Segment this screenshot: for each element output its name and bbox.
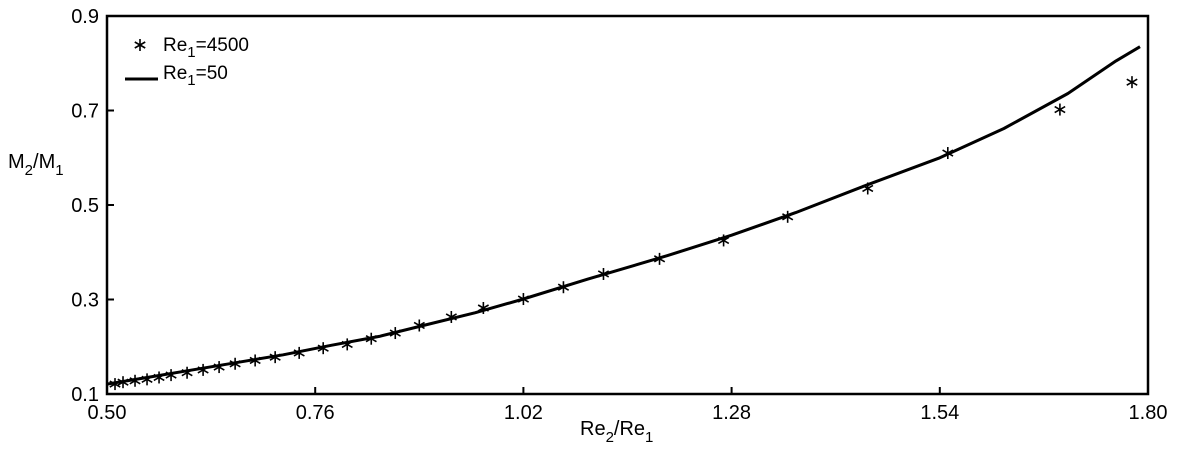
- data-point-re1-4500: [117, 376, 129, 389]
- data-point-re1-4500: [141, 373, 153, 386]
- data-point-re1-4500: [197, 363, 209, 376]
- data-point-re1-4500: [597, 267, 610, 280]
- asterisk-stroke: [557, 283, 570, 291]
- axis-ticks: 0.50 0.76 1.02 1.28 1.54 1.80 0.1 0.3 0.5 0.7 0.9: [71, 6, 1167, 424]
- x-tick-label: 1.28: [712, 402, 751, 424]
- legend-marker-asterisk: [134, 39, 146, 51]
- plot-area: [105, 14, 1150, 396]
- asterisk-stroke: [782, 213, 794, 221]
- y-tick-label: 0.5: [71, 195, 99, 217]
- y-axis-title: M2/M1: [8, 151, 64, 179]
- data-point-re1-4500: [181, 366, 193, 379]
- asterisk-stroke: [717, 236, 730, 245]
- data-point-re1-4500: [165, 369, 177, 382]
- asterisk-stroke: [942, 149, 954, 157]
- series-line-group: [106, 45, 1141, 386]
- data-point-re1-4500: [229, 357, 241, 370]
- asterisk-stroke: [653, 255, 666, 263]
- asterisk-stroke: [153, 373, 165, 382]
- data-point-re1-4500: [213, 361, 225, 374]
- data-point-re1-4500: [477, 302, 489, 315]
- asterisk-stroke: [517, 295, 530, 303]
- asterisk-stroke: [477, 304, 489, 312]
- y-tick-label: 0.9: [71, 6, 99, 28]
- data-point-re1-4500: [517, 293, 530, 306]
- legend-label-line: Re1=50: [163, 63, 228, 89]
- data-point-re1-4500: [1054, 103, 1066, 116]
- data-point-re1-4500: [862, 182, 874, 195]
- asterisk-stroke: [117, 378, 129, 386]
- asterisk-stroke: [1054, 105, 1066, 114]
- asterisk-stroke: [229, 360, 241, 368]
- legend: Re1=4500 Re1=50: [125, 35, 249, 89]
- y-tick-label: 0.1: [71, 384, 99, 406]
- series-line-re1-50: [106, 45, 1141, 386]
- data-point-re1-4500: [269, 351, 281, 364]
- asterisk-stroke: [109, 380, 121, 388]
- data-point-re1-4500: [249, 354, 261, 367]
- x-tick-label: 0.50: [88, 402, 127, 424]
- data-point-re1-4500: [109, 378, 121, 391]
- asterisk-stroke: [165, 371, 177, 379]
- data-point-re1-4500: [153, 371, 165, 384]
- data-point-re1-4500: [293, 346, 305, 359]
- data-point-re1-4500: [413, 319, 425, 332]
- data-point-re1-4500: [653, 252, 666, 265]
- asterisk-stroke: [341, 340, 353, 349]
- asterisk-stroke: [597, 270, 610, 278]
- data-point-re1-4500: [341, 338, 353, 351]
- asterisk-stroke: [317, 344, 329, 352]
- data-point-re1-4500: [1126, 76, 1138, 89]
- y-tick-label: 0.7: [71, 101, 99, 123]
- plot-frame: [105, 14, 1150, 396]
- data-point-re1-4500: [445, 310, 457, 323]
- y-tick-label: 0.3: [71, 290, 99, 312]
- asterisk-stroke: [365, 335, 377, 343]
- asterisk-stroke: [197, 366, 209, 374]
- legend-label-markers: Re1=4500: [163, 35, 249, 61]
- asterisk-stroke: [862, 184, 874, 193]
- asterisk-stroke: [213, 363, 225, 371]
- asterisk-stroke: [249, 356, 261, 365]
- asterisk-stroke: [134, 41, 146, 49]
- asterisk-stroke: [445, 313, 457, 321]
- asterisk-stroke: [129, 377, 141, 385]
- asterisk-stroke: [293, 349, 305, 357]
- asterisk-stroke: [1126, 78, 1138, 86]
- data-point-re1-4500: [942, 147, 954, 160]
- asterisk-stroke: [269, 353, 281, 361]
- x-tick-label: 1.80: [1129, 402, 1168, 424]
- data-point-re1-4500: [317, 342, 329, 355]
- data-point-re1-4500: [129, 374, 141, 387]
- data-point-re1-4500: [389, 327, 401, 340]
- data-point-re1-4500: [365, 332, 377, 345]
- x-tick-label: 1.02: [504, 402, 543, 424]
- x-axis-title: Re2/Re1: [580, 418, 653, 446]
- series-marker-group: [109, 76, 1138, 391]
- x-tick-label: 1.54: [920, 402, 959, 424]
- data-point-re1-4500: [782, 210, 794, 223]
- asterisk-stroke: [389, 329, 401, 337]
- asterisk-stroke: [181, 369, 193, 377]
- data-point-re1-4500: [557, 281, 570, 294]
- data-point-re1-4500: [717, 234, 730, 247]
- x-tick-label: 0.76: [296, 402, 335, 424]
- asterisk-stroke: [413, 321, 425, 330]
- legend-asterisk: [134, 39, 146, 51]
- asterisk-stroke: [141, 375, 153, 384]
